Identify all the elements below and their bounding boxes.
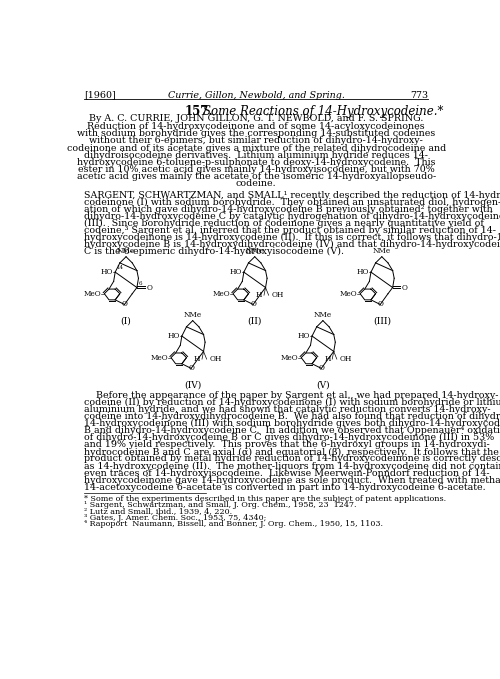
Text: without their 6-epimers, but similar reduction of dihydro-14-hydroxy-: without their 6-epimers, but similar red…	[90, 136, 423, 145]
Text: ³ Gates, J. Amer. Chem. Soc., 1953, 75, 4340;: ³ Gates, J. Amer. Chem. Soc., 1953, 75, …	[84, 514, 266, 521]
Text: SARGENT, SCHWARTZMAN, and SMALL¹ recently described the reduction of 14-hydroxy-: SARGENT, SCHWARTZMAN, and SMALL¹ recentl…	[84, 191, 500, 200]
Text: ester in 10% acetic acid gives mainly 14-hydroxyisocodeine, but with 70%: ester in 10% acetic acid gives mainly 14…	[78, 165, 434, 174]
Text: HO: HO	[298, 332, 310, 340]
Text: O: O	[146, 284, 152, 291]
Text: HO: HO	[229, 268, 241, 276]
Text: O: O	[378, 301, 383, 308]
Text: codeine (II) by reduction of 14-hydroxycodeinone (I) with sodium borohydride or : codeine (II) by reduction of 14-hydroxyc…	[84, 398, 500, 407]
Text: codeinone (I) with sodium borohydride.  They obtained an unsaturated diol, hydro: codeinone (I) with sodium borohydride. T…	[84, 198, 500, 207]
Text: (II): (II)	[248, 317, 262, 326]
Text: aluminium hydride, and we had shown that catalytic reduction converts 14-hydroxy: aluminium hydride, and we had shown that…	[84, 405, 491, 414]
Text: 157.: 157.	[184, 105, 212, 118]
Text: [1960]: [1960]	[84, 91, 116, 100]
Text: O: O	[402, 284, 408, 291]
Text: ation of which gave dihydro-14-hydroxycodeine B previously obtained² together wi: ation of which gave dihydro-14-hydroxyco…	[84, 205, 493, 214]
Text: 14: 14	[117, 265, 124, 270]
Text: NMe: NMe	[117, 247, 135, 255]
Text: NMe: NMe	[246, 247, 264, 255]
Text: with sodium borohydride gives the corresponding 14-substituted codeines: with sodium borohydride gives the corres…	[77, 130, 436, 139]
Text: dihydro-14-hydroxycodeine C by catalytic hydrogenation of dihydro-14-hydroxycode: dihydro-14-hydroxycodeine C by catalytic…	[84, 212, 500, 221]
Text: (III): (III)	[373, 317, 391, 326]
Text: MeO: MeO	[84, 290, 101, 297]
Text: codeine.: codeine.	[236, 179, 277, 188]
Text: and 19% yield respectively.  This proves that the 6-hydroxyl groups in 14-hydrox: and 19% yield respectively. This proves …	[84, 440, 490, 449]
Text: HO: HO	[100, 268, 113, 276]
Text: hydroxycodeinone is 14-hydroxycodeine (II).  If this is correct, it follows that: hydroxycodeinone is 14-hydroxycodeine (I…	[84, 233, 500, 242]
Text: Reduction of 14-hydroxycodeinone and of some 14-acyloxycodeinones: Reduction of 14-hydroxycodeinone and of …	[88, 122, 425, 131]
Text: Currie, Gillon, Newbold, and Spring.: Currie, Gillon, Newbold, and Spring.	[168, 91, 344, 100]
Text: as 14-hydroxycodeine (II).  The mother-liquors from 14-hydroxycodeine did not co: as 14-hydroxycodeine (II). The mother-li…	[84, 462, 500, 471]
Text: dihydroisocodeine derivatives.  Lithium aluminium hydride reduces 14-: dihydroisocodeine derivatives. Lithium a…	[84, 151, 428, 160]
Text: codeine,³ Sargent et al. inferred that the product obtained by similar reduction: codeine,³ Sargent et al. inferred that t…	[84, 226, 496, 235]
Text: 6: 6	[138, 281, 142, 286]
Text: 14-hydroxycodeinone (III) with sodium borohydride gives both dihydro-14-hydroxyc: 14-hydroxycodeinone (III) with sodium bo…	[84, 419, 500, 428]
Text: Some Reactions of 14-Hydroxycodeine.*: Some Reactions of 14-Hydroxycodeine.*	[203, 105, 443, 118]
Text: O: O	[122, 301, 128, 308]
Text: H: H	[324, 355, 330, 363]
Text: NMe: NMe	[184, 311, 202, 319]
Text: of dihydro-14-hydroxycodeine B or C gives dihydro-14-hydroxycodeinone (III) in 5: of dihydro-14-hydroxycodeine B or C give…	[84, 433, 494, 442]
Text: H: H	[194, 355, 200, 363]
Text: hydrocodeine B and C are axial (α) and equatorial (β), respectively.  It follows: hydrocodeine B and C are axial (α) and e…	[84, 447, 499, 456]
Text: Before the appearance of the paper by Sargent et al., we had prepared 14-hydroxy: Before the appearance of the paper by Sa…	[84, 390, 498, 400]
Text: (IV): (IV)	[184, 381, 202, 390]
Text: OH: OH	[272, 291, 284, 299]
Text: OH: OH	[210, 355, 222, 363]
Text: O: O	[188, 365, 194, 372]
Text: (I): (I)	[120, 317, 132, 326]
Text: 14-acetoxycodeine 6-acetate is converted in part into 14-hydroxycodeine 6-acetat: 14-acetoxycodeine 6-acetate is converted…	[84, 483, 486, 492]
Text: even traces of 14-hydroxyisocodeine.  Likewise Meerwein-Ponndorf reduction of 14: even traces of 14-hydroxyisocodeine. Lik…	[84, 469, 490, 477]
Text: NMe: NMe	[372, 247, 391, 255]
Text: MeO: MeO	[340, 290, 357, 297]
Text: C is the 6-epimeric dihydro-14-hydroxyisocodeine (V).: C is the 6-epimeric dihydro-14-hydroxyis…	[84, 247, 344, 257]
Text: * Some of the experiments described in this paper are the subject of patent appl: * Some of the experiments described in t…	[84, 495, 446, 503]
Text: codeine into 14-hydroxydihydrocodeine B.  We had also found that reduction of di: codeine into 14-hydroxydihydrocodeine B.…	[84, 412, 500, 421]
Text: NMe: NMe	[314, 311, 332, 319]
Text: OH: OH	[340, 355, 352, 363]
Text: product obtained by metal hydride reduction of 14-hydroxycodeinone is correctly : product obtained by metal hydride reduct…	[84, 454, 500, 464]
Text: ⁴ Rapoport  Naumann, Bissell, and Bonner, J. Org. Chem., 1950, 15, 1103.: ⁴ Rapoport Naumann, Bissell, and Bonner,…	[84, 520, 383, 528]
Text: (V): (V)	[316, 381, 330, 390]
Text: acetic acid gives mainly the acetate of the isomeric 14-hydroxyallopseudo-: acetic acid gives mainly the acetate of …	[76, 172, 436, 181]
Text: 773: 773	[410, 91, 428, 100]
Text: O: O	[250, 301, 256, 308]
Text: ² Lutz and Small, ibid., 1939, 4, 220.: ² Lutz and Small, ibid., 1939, 4, 220.	[84, 508, 233, 515]
Text: (III).  Since borohydride reduction of codeinone gives a nearly quantitative yie: (III). Since borohydride reduction of co…	[84, 219, 484, 228]
Text: hydroxycodeine B is 14-hydroxydihydrocodeine (IV) and that dihydro-14-hydroxycod: hydroxycodeine B is 14-hydroxydihydrocod…	[84, 240, 500, 249]
Text: H: H	[256, 291, 262, 299]
Text: HO: HO	[167, 332, 179, 340]
Text: O: O	[318, 365, 324, 372]
Text: MeO: MeO	[280, 354, 298, 362]
Text: ¹ Sargent, Schwartzman, and Small, J. Org. Chem., 1958, 23  1247.: ¹ Sargent, Schwartzman, and Small, J. Or…	[84, 501, 356, 509]
Text: By A. C. CURRIE, JOHN GILLON, G. T. NEWBOLD, and F. S. SPRING.: By A. C. CURRIE, JOHN GILLON, G. T. NEWB…	[89, 114, 424, 123]
Text: codeinone and of its acetate gives a mixture of the related dihydrocodeine and: codeinone and of its acetate gives a mix…	[66, 143, 446, 153]
Text: hydroxycodeinone gave 14-hydroxycodeine as sole product.  When treated with meth: hydroxycodeinone gave 14-hydroxycodeine …	[84, 476, 500, 485]
Text: HO: HO	[356, 268, 368, 276]
Text: B and dihydro-14-hydroxycodeine C.  In addition we observed that Oppenauer⁴ oxid: B and dihydro-14-hydroxycodeine C. In ad…	[84, 426, 500, 435]
Text: hydroxycodeine 6-toluene-p-sulphonate to deoxy-14-hydroxycodeine.  This: hydroxycodeine 6-toluene-p-sulphonate to…	[77, 158, 436, 167]
Text: MeO: MeO	[150, 354, 168, 362]
Text: MeO: MeO	[212, 290, 230, 297]
